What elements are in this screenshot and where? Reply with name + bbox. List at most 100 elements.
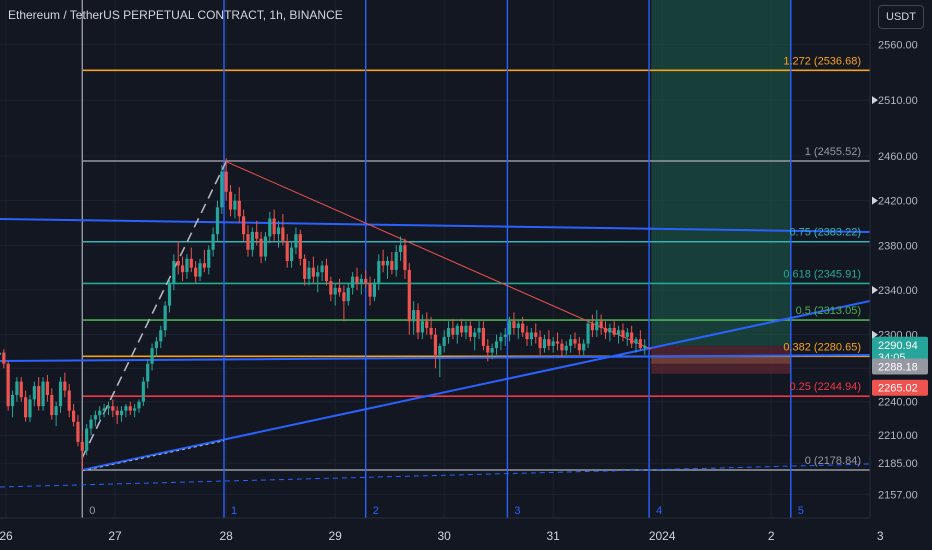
candle-body — [50, 394, 54, 416]
candle-body — [202, 263, 206, 268]
candle-body — [246, 234, 250, 250]
candle-body — [115, 410, 119, 416]
candle-body — [333, 287, 337, 295]
candle-body — [2, 352, 6, 364]
candle-body — [180, 265, 185, 273]
x-tick-label: 29 — [329, 529, 343, 543]
candle-body — [268, 218, 272, 237]
candle-body — [455, 325, 459, 335]
candle-body — [63, 381, 67, 391]
candle-body — [41, 381, 45, 407]
x-tick-label: 27 — [108, 529, 122, 543]
candle-body — [58, 381, 63, 407]
rising-trend-line — [82, 300, 871, 471]
price-axis-background — [870, 0, 932, 550]
candle-body — [102, 408, 106, 411]
candle-body — [603, 327, 608, 333]
y-tick-label: 2210.00 — [878, 430, 918, 442]
x-tick-label: 2 — [768, 529, 775, 543]
currency-selector-button[interactable]: USDT — [878, 5, 924, 29]
candle-body — [590, 323, 595, 331]
candle-body — [377, 260, 381, 284]
candle-body — [329, 281, 333, 295]
candle-body — [342, 292, 346, 302]
candle-body — [429, 327, 433, 335]
price-badge-value: 2290.94 — [878, 340, 918, 352]
candle-body — [198, 263, 202, 277]
candle-body — [224, 171, 228, 192]
entry-zone — [651, 354, 791, 364]
price-badge-value: 2288.18 — [878, 362, 918, 374]
x-tick-label: 26 — [0, 529, 13, 543]
candle-body — [477, 327, 481, 333]
axis-marker-icon — [872, 196, 878, 205]
candle-body — [324, 265, 329, 282]
candle-body — [433, 334, 438, 355]
candle-body — [133, 408, 137, 411]
candle-body — [412, 310, 416, 322]
candle-body — [451, 327, 455, 335]
candle-body — [351, 276, 355, 288]
candle-body — [10, 394, 15, 407]
candle-body — [242, 216, 246, 235]
candle-body — [398, 245, 403, 253]
candle-body — [167, 283, 172, 306]
y-tick-label: 2157.00 — [878, 489, 918, 501]
candle-body — [625, 332, 629, 337]
candle-body — [303, 258, 307, 279]
candle-body — [150, 348, 154, 364]
y-tick-label: 2240.00 — [878, 397, 918, 409]
fib-level-label: 0 (2178.84) — [805, 455, 861, 467]
candle-body — [364, 278, 368, 284]
descending-red-line — [225, 161, 652, 350]
base-dashed-line — [82, 440, 225, 472]
candle-body — [85, 428, 89, 451]
candle-body — [320, 265, 324, 273]
candle-body — [446, 327, 451, 337]
candle-body — [577, 343, 581, 351]
candle-body — [569, 339, 573, 346]
candle-body — [176, 260, 180, 266]
candle-body — [54, 406, 58, 416]
cycle-line-label: 2 — [373, 505, 379, 517]
candle-body — [159, 330, 163, 342]
candle-body — [128, 406, 132, 411]
candle-body — [486, 345, 490, 353]
cycle-line-label: 0 — [89, 505, 95, 517]
candle-body — [185, 258, 189, 273]
candle-body — [250, 231, 254, 250]
candle-body — [542, 339, 547, 349]
candle-body — [255, 231, 259, 239]
candle-body — [346, 287, 350, 302]
candle-body — [555, 341, 560, 344]
candle-body — [80, 441, 84, 451]
candle-body — [154, 341, 159, 349]
candle-body — [233, 200, 237, 210]
y-tick-label: 2510.00 — [878, 95, 918, 107]
x-tick-label: 3 — [877, 529, 884, 543]
candle-body — [93, 415, 97, 420]
candle-body — [28, 399, 32, 418]
x-tick-label: 2024 — [649, 529, 676, 543]
candle-body — [124, 406, 128, 411]
x-tick-label: 28 — [220, 529, 234, 543]
candle-body — [560, 343, 564, 351]
candle-body — [638, 339, 642, 349]
candle-body — [368, 283, 372, 297]
candle-body — [37, 386, 41, 407]
y-tick-label: 2560.00 — [878, 39, 918, 51]
candle-body — [259, 238, 263, 257]
candle-body — [573, 339, 577, 344]
candle-body — [381, 260, 385, 266]
candle-body — [425, 321, 429, 328]
candle-body — [220, 171, 224, 208]
candle-body — [516, 323, 520, 328]
candle-body — [621, 330, 625, 337]
fib-level-label: 0.75 (2383.22) — [789, 227, 861, 239]
candle-body — [473, 332, 477, 337]
candle-body — [272, 218, 276, 235]
candle-body — [394, 252, 398, 270]
candle-body — [494, 341, 499, 349]
candle-body — [276, 227, 281, 235]
